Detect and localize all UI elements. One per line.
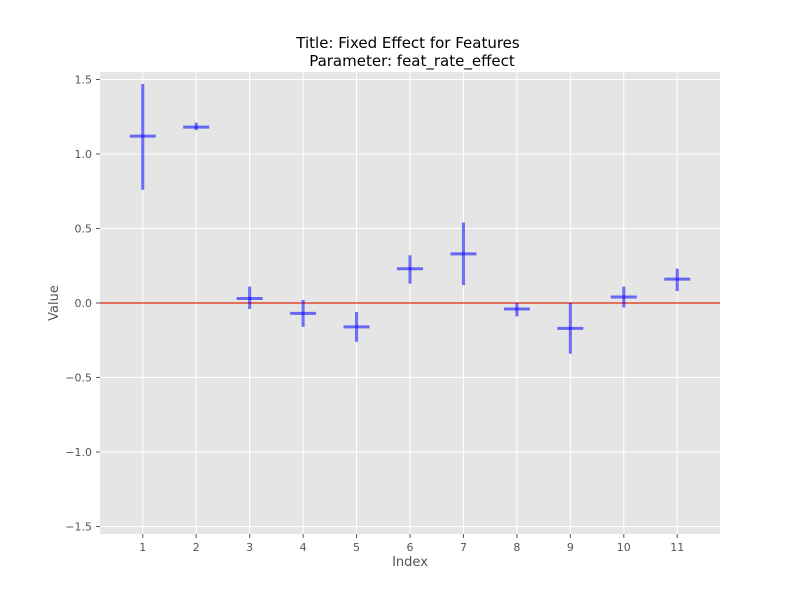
ticks: 1 2 3 4 5 6 7 8 9 10 11 −1.5 −1.0 −0.5 0.0 0.5 1.0 1.5 — [65, 73, 684, 554]
y-tick-label: 0.0 — [75, 297, 93, 310]
chart-title: Title: Fixed Effect for Features — [295, 34, 520, 52]
y-tick-label: 1.5 — [75, 73, 93, 86]
x-tick-label: 8 — [513, 541, 520, 554]
x-tick-label: 11 — [670, 541, 684, 554]
data-marks — [129, 83, 691, 354]
x-tick-label: 9 — [567, 541, 574, 554]
x-tick-label: 5 — [353, 541, 360, 554]
y-tick-label: 0.5 — [75, 222, 93, 235]
x-axis-label: Index — [392, 555, 428, 570]
y-tick-label: 1.0 — [75, 148, 93, 161]
y-tick-label: −1.5 — [65, 521, 92, 534]
x-tick-label: 4 — [300, 541, 307, 554]
chart-subtitle: Parameter: feat_rate_effect — [309, 52, 515, 71]
y-tick-label: −0.5 — [65, 372, 92, 385]
x-tick-label: 3 — [246, 541, 253, 554]
x-tick-label: 6 — [407, 541, 414, 554]
x-tick-label: 2 — [193, 541, 200, 554]
y-tick-label: −1.0 — [65, 446, 92, 459]
y-axis-label: Value — [47, 285, 62, 321]
x-tick-label: 7 — [460, 541, 467, 554]
x-tick-label: 10 — [617, 541, 631, 554]
x-tick-label: 1 — [139, 541, 146, 554]
